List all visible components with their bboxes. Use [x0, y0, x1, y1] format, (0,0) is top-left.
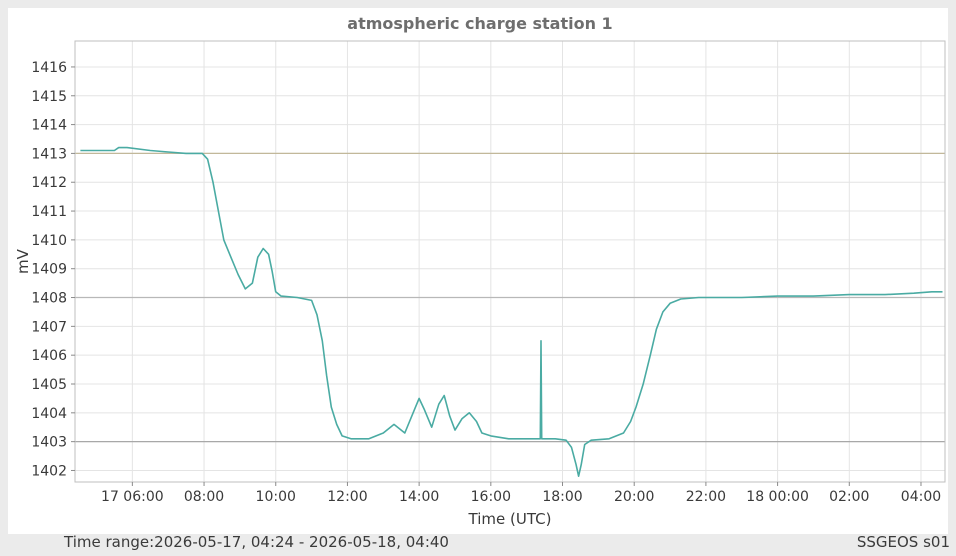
x-axis-ticks: 17 06:00 08:00 10:00 12:00 14:00 16:00 18:00 20…	[101, 482, 941, 505]
y-tick-label: 1415	[31, 89, 67, 105]
chart-panel: atmospheric charge station 1 1402 1403 140…	[8, 8, 948, 534]
plot-area-frame	[74, 40, 946, 483]
x-tick-label: 18:00	[542, 489, 582, 505]
chart-title: atmospheric charge station 1	[347, 14, 612, 33]
y-tick-label: 1409	[31, 262, 67, 278]
station-label: SSGEOS s01	[856, 533, 950, 551]
y-tick-label: 1414	[31, 118, 67, 134]
x-tick-label: 18 00:00	[746, 489, 809, 505]
x-tick-label: 17 06:00	[101, 489, 164, 505]
x-tick-label: 12:00	[327, 489, 367, 505]
series-line	[80, 146, 943, 478]
y-tick-label: 1412	[31, 175, 67, 191]
y-tick-label: 1413	[31, 146, 67, 162]
reference-lines	[75, 152, 945, 443]
y-tick-label: 1410	[31, 233, 67, 249]
grid-lines	[75, 41, 945, 482]
x-tick-label: 16:00	[471, 489, 511, 505]
x-tick-label: 10:00	[256, 489, 296, 505]
x-tick-label: 08:00	[184, 489, 224, 505]
y-axis-ticks: 1402 1403 1404 1405 1406 1407 1408 1409 1410 1411…	[31, 60, 75, 479]
y-axis-label: mV	[14, 248, 32, 274]
x-tick-label: 20:00	[614, 489, 654, 505]
x-axis-label: Time (UTC)	[468, 510, 552, 528]
x-tick-label: 14:00	[399, 489, 439, 505]
y-tick-label: 1406	[31, 348, 67, 364]
y-tick-label: 1404	[31, 406, 67, 422]
y-tick-label: 1405	[31, 377, 67, 393]
time-range-label: Time range:2026-05-17, 04:24 - 2026-05-1…	[64, 533, 449, 551]
x-tick-label: 22:00	[686, 489, 726, 505]
y-tick-label: 1403	[31, 435, 67, 451]
line-chart: atmospheric charge station 1 14021403140…	[14, 14, 946, 528]
y-tick-label: 1411	[31, 204, 67, 220]
series-layer	[80, 146, 943, 478]
y-tick-label: 1407	[31, 319, 67, 335]
x-tick-label: 02:00	[829, 489, 869, 505]
y-tick-label: 1402	[31, 463, 67, 479]
y-tick-label: 1416	[31, 60, 67, 76]
y-tick-label: 1408	[31, 291, 67, 307]
x-tick-label: 04:00	[901, 489, 941, 505]
